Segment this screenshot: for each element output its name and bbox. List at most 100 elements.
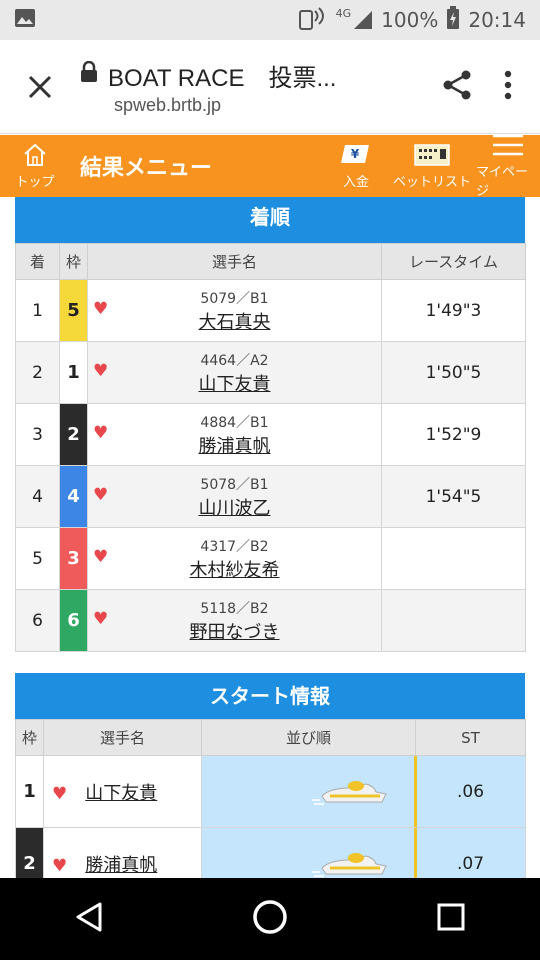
race-time-cell: 1'54"5 bbox=[381, 465, 526, 528]
url-block[interactable]: BOAT RACE 投票... spweb.brtb.jp bbox=[80, 58, 442, 116]
gallery-icon bbox=[14, 8, 36, 32]
result-row: 4 4 ♥ 5078／B1 山川波乙 1'54"5 bbox=[15, 465, 526, 528]
player-reg-number: 4464／A2 bbox=[200, 352, 269, 369]
close-icon[interactable] bbox=[0, 40, 80, 134]
results-heading: 着順 bbox=[15, 197, 525, 243]
result-row: 1 5 ♥ 5079／B1 大石真央 1'49"3 bbox=[15, 279, 526, 342]
start-row: 2 ♥ 勝浦真帆 .07 bbox=[15, 827, 526, 878]
favorite-heart-icon[interactable]: ♥ bbox=[93, 299, 109, 319]
rank-cell: 3 bbox=[15, 403, 60, 466]
player-name-link[interactable]: 勝浦真帆 bbox=[85, 854, 158, 876]
favorite-heart-icon[interactable]: ♥ bbox=[93, 609, 109, 629]
player-name-link[interactable]: 野田なづき bbox=[189, 621, 280, 643]
player-name-link[interactable]: 大石真央 bbox=[198, 311, 271, 333]
order-cell bbox=[201, 827, 417, 878]
col-player: 選手名 bbox=[87, 243, 382, 280]
back-icon[interactable] bbox=[74, 901, 104, 937]
player-reg-number: 5078／B1 bbox=[200, 476, 269, 493]
menu-icon bbox=[492, 133, 524, 161]
svg-text:¥: ¥ bbox=[351, 147, 360, 161]
col-waku: 枠 bbox=[15, 719, 44, 756]
player-cell: ♥ 5079／B1 大石真央 bbox=[87, 279, 382, 342]
col-st: ST bbox=[415, 719, 526, 756]
results-table: 着 枠 選手名 レースタイム 1 5 ♥ 5079／B1 大石真央 1'49"3 2 1 ♥ 44… bbox=[15, 243, 526, 652]
home-button[interactable]: トップ bbox=[0, 143, 70, 190]
race-time-cell bbox=[381, 527, 526, 590]
betlist-button[interactable]: ベットリスト bbox=[388, 143, 476, 190]
race-time-cell bbox=[381, 589, 526, 652]
player-reg-number: 4884／B1 bbox=[200, 414, 269, 431]
result-row: 3 2 ♥ 4884／B1 勝浦真帆 1'52"9 bbox=[15, 403, 526, 466]
waku-cell: 5 bbox=[59, 279, 88, 342]
deposit-button[interactable]: ¥ 入金 bbox=[324, 143, 388, 190]
mypage-button[interactable]: マイページ bbox=[476, 133, 540, 199]
boat-icon bbox=[310, 846, 394, 878]
player-name-link[interactable]: 山下友貴 bbox=[85, 782, 158, 804]
home-label: トップ bbox=[15, 174, 55, 190]
start-panel: スタート情報 枠 選手名 並び順 ST 1 ♥ 山下友貴 .06 2 ♥ 勝浦真帆 .07 bbox=[15, 673, 526, 878]
player-cell: ♥ 5118／B2 野田なづき bbox=[87, 589, 382, 652]
player-name-link[interactable]: 勝浦真帆 bbox=[198, 435, 271, 457]
recents-icon[interactable] bbox=[436, 902, 466, 936]
waku-cell: 1 bbox=[59, 341, 88, 404]
player-cell: ♥ 勝浦真帆 bbox=[43, 827, 202, 878]
favorite-heart-icon[interactable]: ♥ bbox=[93, 547, 109, 567]
start-row: 1 ♥ 山下友貴 .06 bbox=[15, 755, 526, 828]
betlist-label: ベットリスト bbox=[392, 174, 471, 190]
start-table: 枠 選手名 並び順 ST 1 ♥ 山下友貴 .06 2 ♥ 勝浦真帆 .07 bbox=[15, 719, 526, 878]
home-circle-icon[interactable] bbox=[251, 898, 289, 940]
st-cell: .07 bbox=[415, 827, 526, 878]
network-type: 4G bbox=[335, 7, 352, 20]
player-name-link[interactable]: 木村紗友希 bbox=[189, 559, 280, 581]
waku-cell: 6 bbox=[59, 589, 88, 652]
favorite-heart-icon[interactable]: ♥ bbox=[52, 855, 68, 876]
ticket-icon bbox=[414, 143, 450, 171]
col-time: レースタイム bbox=[381, 243, 526, 280]
rank-cell: 6 bbox=[15, 589, 60, 652]
app-title: 結果メニュー bbox=[80, 156, 213, 181]
share-icon[interactable] bbox=[442, 69, 474, 105]
deposit-label: 入金 bbox=[342, 174, 369, 190]
player-reg-number: 4317／B2 bbox=[200, 538, 269, 555]
battery-percent: 100% bbox=[381, 8, 439, 32]
browser-toolbar: BOAT RACE 投票... spweb.brtb.jp bbox=[0, 40, 540, 134]
player-name-link[interactable]: 山川波乙 bbox=[198, 497, 271, 519]
status-bar: 4G 100% 20:14 bbox=[0, 0, 540, 40]
start-line bbox=[414, 828, 417, 878]
yen-card-icon: ¥ bbox=[339, 143, 373, 171]
col-waku: 枠 bbox=[59, 243, 88, 280]
rank-cell: 2 bbox=[15, 341, 60, 404]
boat-icon bbox=[310, 774, 394, 815]
player-reg-number: 5079／B1 bbox=[200, 290, 269, 307]
favorite-heart-icon[interactable]: ♥ bbox=[93, 423, 109, 443]
waku-cell: 1 bbox=[15, 755, 44, 828]
rank-cell: 5 bbox=[15, 527, 60, 590]
waku-cell: 2 bbox=[59, 403, 88, 466]
nfc-icon bbox=[298, 5, 328, 36]
lock-icon bbox=[80, 60, 98, 90]
result-row: 2 1 ♥ 4464／A2 山下友貴 1'50"5 bbox=[15, 341, 526, 404]
player-cell: ♥ 4464／A2 山下友貴 bbox=[87, 341, 382, 404]
favorite-heart-icon[interactable]: ♥ bbox=[52, 783, 68, 804]
start-heading: スタート情報 bbox=[15, 673, 525, 719]
page-title: BOAT RACE 投票... bbox=[108, 64, 337, 92]
rank-cell: 4 bbox=[15, 465, 60, 528]
app-header: トップ 結果メニュー ¥ 入金 ベットリスト マイページ bbox=[0, 133, 540, 199]
results-panel: 着順 着 枠 選手名 レースタイム 1 5 ♥ 5079／B1 大石真央 1'49"3 2 1… bbox=[15, 197, 526, 652]
race-time-cell: 1'52"9 bbox=[381, 403, 526, 466]
result-row: 5 3 ♥ 4317／B2 木村紗友希 bbox=[15, 527, 526, 590]
mypage-label: マイページ bbox=[476, 165, 529, 199]
waku-cell: 2 bbox=[15, 827, 44, 878]
home-icon bbox=[22, 143, 48, 171]
player-cell: ♥ 4317／B2 木村紗友希 bbox=[87, 527, 382, 590]
order-cell bbox=[201, 755, 417, 828]
rank-cell: 1 bbox=[15, 279, 60, 342]
st-cell: .06 bbox=[415, 755, 526, 828]
page-url: spweb.brtb.jp bbox=[114, 94, 222, 115]
favorite-heart-icon[interactable]: ♥ bbox=[93, 361, 109, 381]
more-vert-icon[interactable] bbox=[504, 70, 512, 104]
favorite-heart-icon[interactable]: ♥ bbox=[93, 485, 109, 505]
player-name-link[interactable]: 山下友貴 bbox=[198, 373, 271, 395]
main-content[interactable]: 着順 着 枠 選手名 レースタイム 1 5 ♥ 5079／B1 大石真央 1'49"3 2 1… bbox=[0, 197, 540, 878]
player-cell: ♥ 4884／B1 勝浦真帆 bbox=[87, 403, 382, 466]
